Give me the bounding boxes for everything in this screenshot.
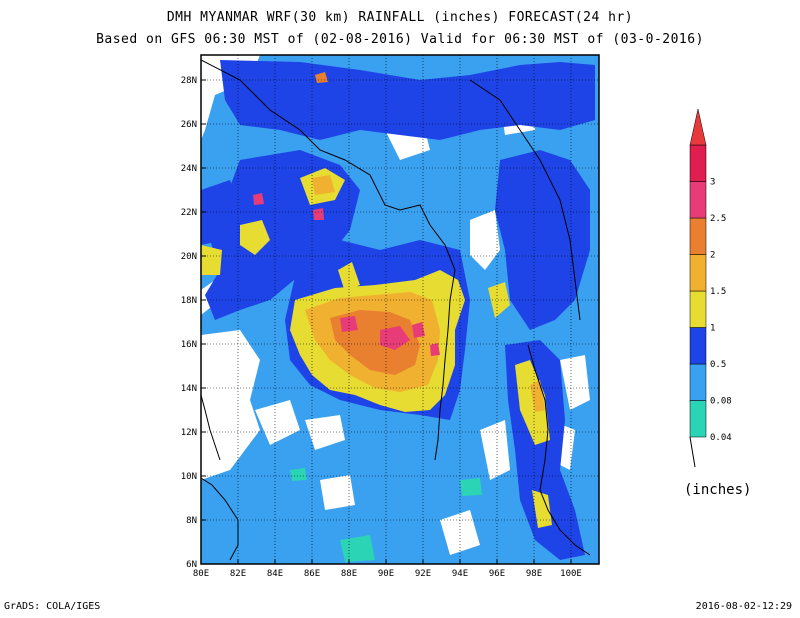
lon-tick-label: 82E bbox=[230, 569, 246, 579]
legend-swatch bbox=[689, 181, 707, 219]
map-frame bbox=[200, 54, 600, 565]
lat-tick-label: 20N bbox=[181, 252, 197, 262]
chart-subtitle: Based on GFS 06:30 MST of (02-08-2016) V… bbox=[96, 32, 704, 47]
map-area bbox=[201, 55, 599, 564]
legend-swatch bbox=[689, 363, 707, 401]
coastlines bbox=[201, 59, 591, 561]
lon-tick-label: 84E bbox=[267, 569, 283, 579]
legend-unit: (inches) bbox=[684, 482, 751, 498]
legend-swatch bbox=[689, 290, 707, 328]
legend-swatch bbox=[689, 217, 707, 255]
legend-label: 1 bbox=[710, 324, 715, 334]
legend-swatch bbox=[689, 254, 707, 292]
lat-tick-label: 18N bbox=[181, 296, 197, 306]
lon-tick-label: 90E bbox=[378, 569, 394, 579]
legend-label: 0.08 bbox=[710, 397, 732, 407]
lat-tick-label: 8N bbox=[186, 516, 197, 526]
lon-tick-label: 86E bbox=[304, 569, 320, 579]
lat-tick-label: 24N bbox=[181, 164, 197, 174]
legend-swatch bbox=[689, 327, 707, 365]
lat-tick-label: 28N bbox=[181, 76, 197, 86]
legend-label: 2 bbox=[710, 251, 715, 261]
lat-tick-label: 6N bbox=[186, 560, 197, 570]
lon-tick-label: 96E bbox=[489, 569, 505, 579]
legend-pointer bbox=[689, 436, 696, 468]
lat-tick-label: 12N bbox=[181, 428, 197, 438]
footer-timestamp: 2016-08-02-12:29 bbox=[695, 601, 792, 612]
legend-label: 0.5 bbox=[710, 360, 726, 370]
legend-swatch bbox=[689, 400, 707, 438]
legend-arrow bbox=[689, 108, 707, 146]
lon-tick-label: 100E bbox=[560, 569, 582, 579]
lat-tick-label: 10N bbox=[181, 472, 197, 482]
lat-tick-label: 22N bbox=[181, 208, 197, 218]
legend-swatch bbox=[689, 144, 707, 182]
legend-label: 2.5 bbox=[710, 214, 726, 224]
no-rain-areas bbox=[201, 55, 590, 555]
lat-tick-label: 16N bbox=[181, 340, 197, 350]
chart-title: DMH MYANMAR WRF(30 km) RAINFALL (inches)… bbox=[166, 10, 634, 25]
longitude-axis: 80E 82E 84E 86E 88E 90E 92E 94E 96E 98E 100E bbox=[193, 559, 582, 579]
legend-label: 3 bbox=[710, 178, 715, 188]
lon-tick-label: 80E bbox=[193, 569, 209, 579]
lat-tick-label: 14N bbox=[181, 384, 197, 394]
legend-label: 0.04 bbox=[710, 433, 732, 443]
lon-tick-label: 92E bbox=[415, 569, 431, 579]
footer-credit: GrADS: COLA/IGES bbox=[4, 601, 101, 612]
lon-tick-label: 88E bbox=[341, 569, 357, 579]
legend-label: 1.5 bbox=[710, 287, 726, 297]
lon-tick-label: 98E bbox=[526, 569, 542, 579]
color-legend: 0.04 0.08 0.5 1 1.5 2 2.5 3 (inches) bbox=[684, 108, 751, 498]
latitude-axis: 6N 8N 10N 12N 14N 16N 18N 20N 22N 24N 26N 28N bbox=[181, 76, 206, 570]
dotted-grid bbox=[201, 55, 599, 564]
lat-tick-label: 26N bbox=[181, 120, 197, 130]
lon-tick-label: 94E bbox=[452, 569, 468, 579]
